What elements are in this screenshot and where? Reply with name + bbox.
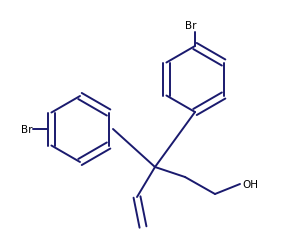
- Text: Br: Br: [20, 124, 32, 134]
- Text: OH: OH: [242, 179, 258, 189]
- Text: Br: Br: [185, 21, 197, 31]
